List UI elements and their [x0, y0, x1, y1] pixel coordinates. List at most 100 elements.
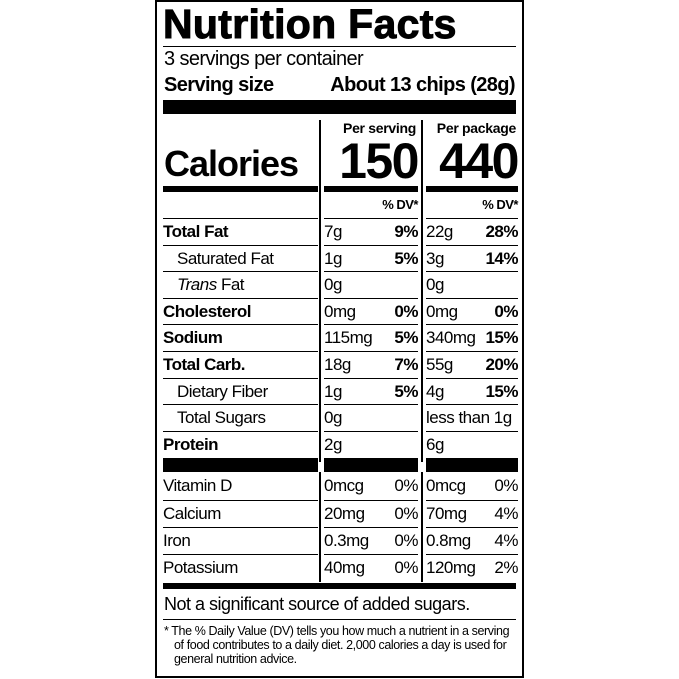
package-cell: 4g 15% [426, 377, 518, 405]
nutrient-name: Calcium [163, 500, 318, 527]
serving-dv: 0% [394, 504, 418, 523]
nutrient-name-prefix: Trans [177, 275, 217, 295]
package-amount: less than 1g [426, 408, 512, 428]
per-serving-header: Per serving [343, 120, 416, 136]
package-amount: 340mg [426, 328, 476, 348]
serving-dv: 0% [394, 301, 418, 321]
serving-amount: 20mg [324, 504, 365, 523]
nutrient-row: Total Fat 7g 9% 22g 28% [163, 218, 518, 245]
serving-cell: 0mcg 0% [324, 473, 418, 500]
nutrient-name: Sodium [163, 324, 318, 351]
serving-amount: 7g [324, 222, 342, 241]
serving-amount: 0g [324, 408, 342, 428]
package-cell: 0mg 0% [426, 297, 518, 325]
serving-cell: 7g 9% [324, 218, 418, 245]
serving-dv: 5% [394, 248, 418, 268]
nutrient-name: Dietary Fiber [163, 377, 318, 405]
serving-amount: 1g [324, 381, 342, 401]
column-divider [319, 472, 321, 582]
package-cell: 120mg 2% [426, 554, 518, 581]
package-cell: 0g [426, 271, 518, 298]
thick-divider [163, 100, 516, 114]
calories-per-serving: 150 [339, 133, 419, 189]
serving-cell: 115mg 5% [324, 324, 418, 351]
nutrient-name: Iron [163, 527, 318, 554]
serving-size-label: Serving size [164, 74, 274, 96]
package-dv: 2% [494, 558, 518, 577]
nutrient-name-text: Cholesterol [163, 301, 252, 321]
serving-cell: 0g [324, 271, 418, 298]
package-dv: 15% [485, 381, 518, 401]
package-cell: 3g 14% [426, 244, 518, 272]
thick-divider [324, 458, 418, 472]
serving-amount: 0g [324, 275, 342, 295]
serving-cell: 18g 7% [324, 351, 418, 378]
package-cell: less than 1g [426, 404, 518, 431]
package-cell: 0.8mg 4% [426, 527, 518, 554]
package-amount: 6g [426, 434, 444, 454]
divider [163, 46, 516, 47]
dv-header-row: % DV* % DV* [163, 194, 518, 218]
package-amount: 120mg [426, 558, 476, 577]
nutrient-name-text: Protein [163, 434, 219, 454]
thick-divider [163, 583, 516, 589]
nutrient-row: Total Sugars 0g less than 1g [163, 404, 518, 431]
nutrition-facts-label: Nutrition Facts 3 servings per container… [155, 0, 524, 678]
servings-per-container: 3 servings per container [164, 48, 364, 70]
thick-divider [426, 186, 518, 192]
package-cell: 70mg 4% [426, 500, 518, 527]
thick-divider [163, 458, 318, 472]
nutrient-name: Saturated Fat [163, 244, 318, 272]
added-sugars-note: Not a significant source of added sugars… [164, 594, 470, 614]
nutrient-name-text: Total Carb. [163, 355, 246, 374]
label-title: Nutrition Facts [163, 1, 457, 47]
nutrient-row: Iron 0.3mg 0% 0.8mg 4% [163, 527, 518, 554]
package-dv: 28% [485, 222, 518, 241]
package-amount: 3g [426, 248, 444, 268]
serving-amount: 40mg [324, 558, 365, 577]
package-amount: 70mg [426, 504, 467, 523]
dv-header-package: % DV* [482, 197, 518, 212]
nutrient-name-text: Dietary Fiber [177, 381, 268, 401]
nutrient-row: Vitamin D 0mcg 0% 0mcg 0% [163, 473, 518, 500]
nutrient-name-text: Vitamin D [163, 476, 232, 495]
serving-dv: 0% [394, 558, 418, 577]
serving-amount: 18g [324, 355, 351, 374]
nutrient-name-text: Calcium [163, 504, 221, 523]
serving-amount: 115mg [324, 328, 373, 348]
nutrient-row: Dietary Fiber 1g 5% 4g 15% [163, 377, 518, 405]
column-divider [319, 120, 321, 462]
nutrient-name: Vitamin D [163, 473, 318, 500]
serving-cell: 1g 5% [324, 377, 418, 405]
serving-cell: 2g [324, 430, 418, 458]
serving-cell: 20mg 0% [324, 500, 418, 527]
serving-size-value: About 13 chips (28g) [330, 74, 515, 96]
nutrient-row: Saturated Fat 1g 5% 3g 14% [163, 244, 518, 272]
package-amount: 0g [426, 275, 444, 295]
nutrient-name: Total Fat [163, 218, 318, 245]
serving-amount: 0mg [324, 301, 356, 321]
nutrient-row: Sodium 115mg 5% 340mg 15% [163, 324, 518, 351]
package-amount: 4g [426, 381, 444, 401]
package-amount: 55g [426, 355, 453, 374]
package-amount: 0.8mg [426, 531, 471, 550]
package-cell: 340mg 15% [426, 324, 518, 351]
package-dv: 0% [494, 301, 518, 321]
nutrient-name-text: Fat [220, 275, 245, 295]
serving-dv: 5% [394, 328, 418, 348]
dv-footnote: * The % Daily Value (DV) tells you how m… [164, 624, 510, 666]
per-package-header: Per package [436, 120, 517, 136]
serving-dv: 0% [394, 531, 418, 550]
calories-per-package: 440 [439, 133, 519, 189]
column-divider [421, 472, 423, 582]
nutrient-name: Total Carb. [163, 351, 318, 378]
serving-dv: 5% [394, 381, 418, 401]
serving-dv: 9% [394, 222, 418, 241]
serving-amount: 2g [324, 434, 342, 454]
nutrient-row: Protein 2g 6g [163, 430, 518, 458]
dv-header-serving: % DV* [382, 197, 418, 212]
serving-cell: 0mg 0% [324, 297, 418, 325]
nutrient-name-text: Saturated Fat [177, 248, 274, 268]
package-dv: 15% [485, 328, 518, 348]
serving-cell: 0.3mg 0% [324, 527, 418, 554]
